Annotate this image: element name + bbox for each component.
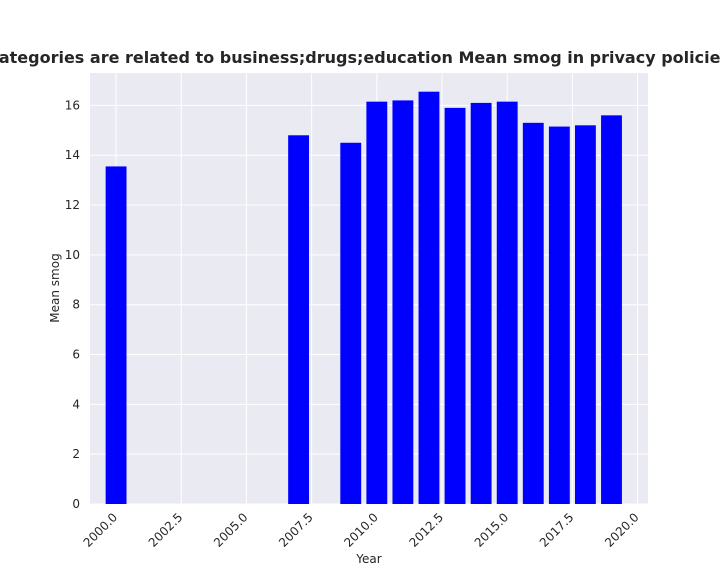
bar [496,101,518,504]
bar [392,100,414,504]
bar [340,142,362,504]
x-tick-label: 2020.0 [602,510,642,550]
y-tick-label: 0 [72,497,80,511]
y-tick-labels: 0 2 4 6 8 10 12 14 16 [65,98,80,511]
bar [548,126,570,504]
y-tick-label: 8 [72,298,80,312]
x-tick-label: 2000.0 [81,510,121,550]
x-tick-label: 2017.5 [537,510,577,550]
bar [105,166,127,504]
x-tick-label: 2007.5 [276,510,316,550]
bar [522,122,544,504]
bar [418,91,440,505]
x-tick-label: 2002.5 [146,510,186,550]
y-tick-label: 12 [65,198,80,212]
x-tick-labels: 2000.0 2002.5 2005.0 2007.5 2010.0 2012.5 2015… [81,510,642,550]
x-tick-label: 2012.5 [407,510,447,550]
y-axis-label: Mean smog [48,253,62,322]
chart-title: when categories are related to business;… [0,48,720,67]
x-tick-label: 2015.0 [472,510,512,550]
bar [574,125,596,504]
x-axis-label: Year [355,552,381,566]
bar [470,102,492,505]
y-tick-label: 14 [65,148,80,162]
bar [444,107,466,505]
x-tick-label: 2005.0 [211,510,251,550]
bars [105,91,622,505]
y-tick-label: 2 [72,447,80,461]
y-tick-label: 10 [65,248,80,262]
bar [601,115,622,504]
bar [288,135,310,504]
bar [366,101,388,504]
y-tick-label: 16 [65,98,80,112]
x-tick-label: 2010.0 [341,510,381,550]
y-tick-label: 4 [72,397,80,411]
y-tick-label: 6 [72,348,80,362]
